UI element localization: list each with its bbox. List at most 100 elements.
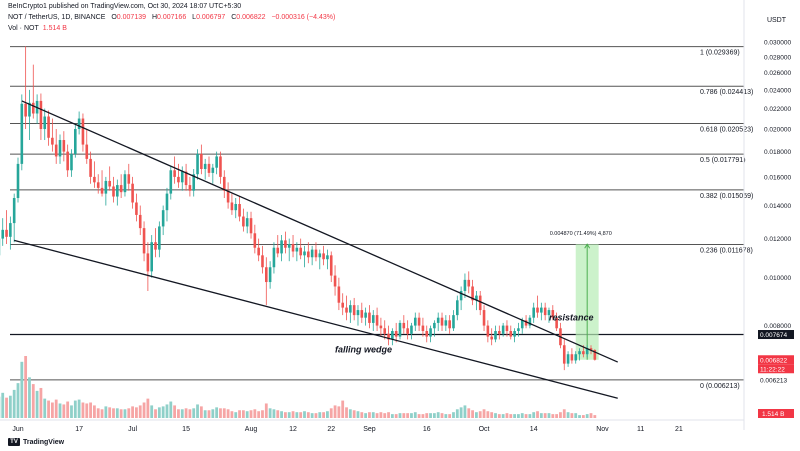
volume-bar [196,404,199,418]
volume-bar [138,405,142,418]
candle-body [517,328,520,332]
price-axis[interactable]: 0.030000 0.028000 0.026000 0.024000 0.022000… [743,0,794,430]
price-tag-label: 11:22:22 [760,366,785,373]
candle-body [249,218,253,234]
volume-bar [180,409,184,418]
candle-body [112,186,115,197]
candle-body [70,154,73,171]
candle-body [5,229,8,237]
candle-body [222,176,226,191]
volume-bar [448,414,452,418]
volume-bar [20,361,24,418]
price-tick-label: 0.016000 [764,174,791,181]
volume-bar [280,411,283,418]
candle-body [234,204,238,211]
volume-bar [478,411,482,418]
candle-body [211,167,215,173]
candle-body [173,170,176,177]
volume-bar [329,408,333,418]
volume-bar [81,402,85,418]
candle-body [203,163,207,169]
volume-bar [188,409,192,418]
time-tick-label: Jul [128,426,137,433]
candle-body [490,336,493,340]
fib-level-label: 0.382 (0.015059) [700,193,753,200]
candle-body [379,325,383,329]
volume-bar [559,412,562,418]
candle-body [482,310,486,326]
candle-body [429,328,432,337]
candle-body [265,267,268,283]
volume-bar [494,413,497,418]
candle-body [486,325,490,337]
volume-bar [513,414,516,418]
volume-bar [226,409,230,418]
time-tick-label: Sep [363,426,376,433]
price-tick-label: 0.020000 [764,127,791,134]
volume-bar [31,384,35,418]
volume-bar [555,414,559,418]
candle-body [219,156,222,177]
candle-body [310,249,314,258]
candle-body [341,302,344,308]
volume-bar [306,412,310,418]
candle-body [226,190,230,203]
volume-bar [100,409,104,418]
volume-bar [169,401,173,418]
volume-bar [199,406,203,418]
wedge-upper-line [21,100,619,363]
candle-body [536,307,539,313]
candle-body [127,174,131,184]
candle-body [551,310,555,318]
volume-bar [264,403,268,418]
candle-body [161,210,165,227]
candle-body [574,354,578,361]
volume-bar [368,412,371,418]
candle-body [257,247,260,256]
volume-bar [429,413,432,418]
volume-bar [528,414,532,418]
volume-bar [379,412,383,418]
candle-body [467,279,471,287]
volume-bar [459,407,463,418]
candle-body [280,240,283,254]
currency-label[interactable]: USDT [766,17,786,24]
candle-body [242,216,245,227]
volume-bar [524,414,528,418]
annotations: resistance falling wedge [335,312,593,354]
candle-body [349,305,352,313]
volume-bar [585,414,589,418]
candle-body [93,176,96,183]
candle-body [77,118,81,130]
ohlc-legend: NOT / TetherUS, 1D, BINANCE O0.007139 H0… [8,14,335,21]
annotation-label: falling wedge [335,345,392,355]
volume-tag [758,409,794,418]
candle-body [276,247,280,254]
volume-bar [398,413,402,418]
candle-body [85,144,89,159]
volume-value: 1.514 B [42,25,67,32]
candle-body [371,315,375,323]
candle-body [345,307,348,313]
candle-body [177,176,180,183]
volume-bar [203,410,207,418]
candle-body [215,156,218,168]
candle-body [81,118,85,145]
volume-bar [352,410,356,418]
volume-bar [112,408,115,418]
volume-bar [1,392,5,418]
candle-body [96,182,100,188]
candle-body [154,242,157,250]
tradingview-logo[interactable]: TV TradingView [8,438,64,446]
time-tick-label: Jun [12,426,23,433]
volume-bar [62,404,66,418]
volume-bar [219,408,222,418]
time-axis[interactable]: Jun 17 Jul 15 Aug 12 22 Sep 16 Oct 14 Nov 11 21 [0,419,744,433]
candle-body [375,315,379,326]
volume-bar [184,408,188,418]
volume-bar [547,413,551,418]
candle-body [108,180,111,187]
candle-body [322,253,325,260]
volume-bar [77,399,81,418]
